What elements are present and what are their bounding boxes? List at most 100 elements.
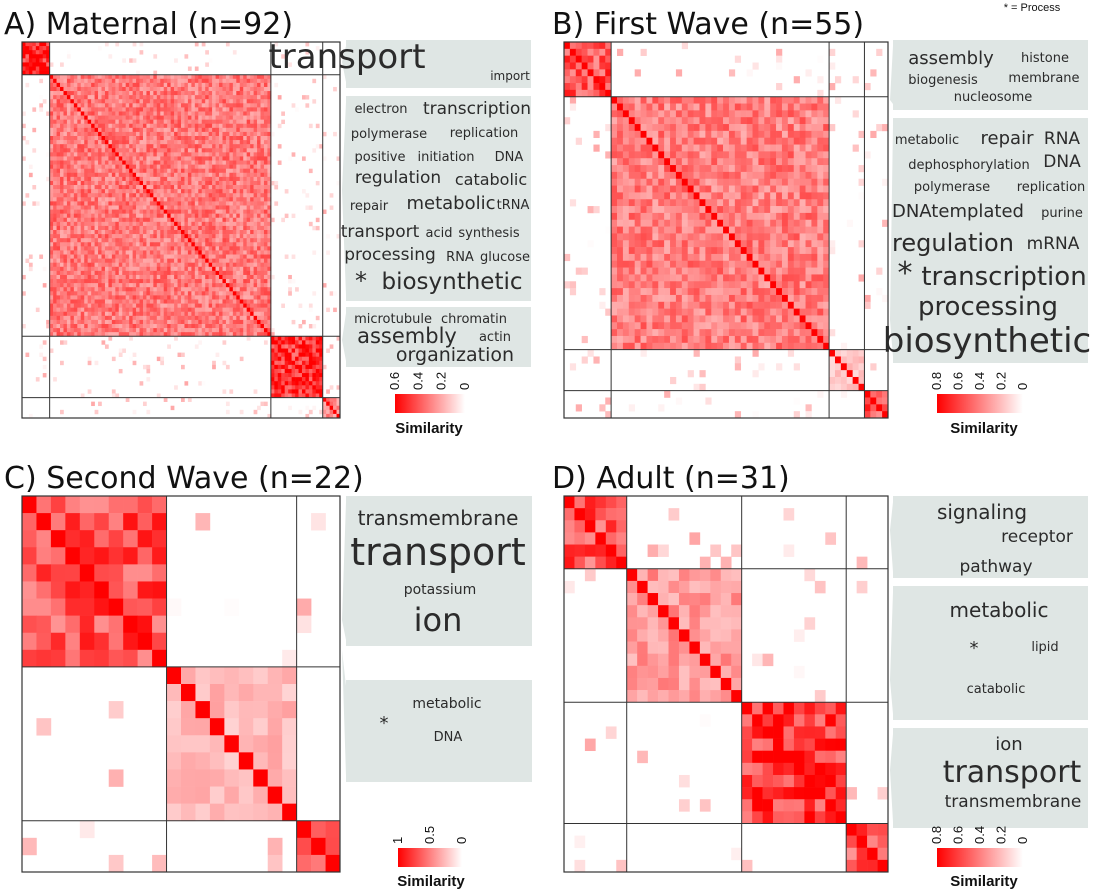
heatmap-cell <box>70 148 75 153</box>
heatmap-cell <box>156 74 161 80</box>
heatmap-cell <box>101 295 106 300</box>
heatmap-cell <box>628 110 635 118</box>
heatmap-cell <box>246 328 251 333</box>
heatmap-cell <box>634 117 641 125</box>
heatmap-cell <box>723 96 730 104</box>
heatmap-cell <box>184 115 189 120</box>
heatmap-cell <box>129 246 133 251</box>
heatmap-cell <box>49 279 54 284</box>
heatmap-cell <box>163 111 168 116</box>
heatmap-cell <box>118 221 123 227</box>
heatmap-cell <box>156 303 161 308</box>
heatmap-cell <box>73 254 78 259</box>
heatmap-cell <box>98 123 102 129</box>
heatmap-cell <box>49 197 54 202</box>
heatmap-cell <box>129 274 133 280</box>
colorbar-tick: 0.2 <box>434 372 449 390</box>
heatmap-cell <box>108 119 113 125</box>
heatmap-cell <box>149 279 154 284</box>
heatmap-cell <box>28 254 33 259</box>
heatmap-cell <box>156 148 161 153</box>
heatmap-cell <box>35 62 40 67</box>
heatmap-cell <box>187 315 192 321</box>
heatmap-cell <box>111 246 116 251</box>
heatmap-cell <box>87 360 92 366</box>
heatmap-cell <box>215 111 220 116</box>
heatmap-cell <box>617 96 624 104</box>
heatmap-cell <box>705 110 712 118</box>
heatmap-cell <box>142 315 147 321</box>
heatmap-cell <box>101 230 106 235</box>
heatmap-cell <box>91 328 95 333</box>
heatmap-cell <box>136 172 140 178</box>
heatmap-cell <box>66 131 71 137</box>
heatmap-cell <box>728 103 736 111</box>
heatmap-cell <box>122 225 126 231</box>
heatmap-cell <box>118 254 123 259</box>
heatmap-cell <box>115 246 120 251</box>
heatmap-cell <box>70 91 75 96</box>
heatmap-cell <box>205 148 209 153</box>
heatmap-cell <box>295 344 299 349</box>
heatmap-cell <box>39 107 44 112</box>
heatmap-cell <box>312 373 317 378</box>
heatmap-cell <box>232 115 237 120</box>
heatmap-cell <box>156 180 161 186</box>
heatmap-cell <box>108 209 113 214</box>
heatmap-cell <box>263 123 268 129</box>
heatmap-cell <box>236 119 241 125</box>
heatmap-cell <box>160 148 165 153</box>
heatmap-cell <box>70 123 75 129</box>
heatmap-cell <box>170 209 175 214</box>
heatmap-cell <box>267 205 272 210</box>
heatmap-cell <box>246 315 251 321</box>
heatmap-cell <box>111 250 116 255</box>
heatmap-cell <box>236 209 241 214</box>
heatmap-cell <box>98 189 102 194</box>
panel-title: A) Maternal (n=92) <box>4 7 293 42</box>
heatmap-cell <box>84 250 88 255</box>
heatmap-cell <box>250 291 254 296</box>
heatmap-cell <box>205 258 209 263</box>
heatmap-cell <box>181 303 185 308</box>
heatmap-cell <box>219 287 223 292</box>
heatmap-cell <box>305 340 310 345</box>
heatmap-cell <box>263 148 268 153</box>
heatmap-cell <box>63 172 68 178</box>
heatmap-cell <box>56 136 61 141</box>
heatmap-cell <box>104 258 109 263</box>
heatmap-cell <box>60 262 64 268</box>
heatmap-cell <box>80 168 85 174</box>
heatmap-cell <box>640 96 647 104</box>
heatmap-cell <box>118 205 123 210</box>
heatmap-cell <box>198 168 203 174</box>
heatmap-cell <box>260 250 265 255</box>
heatmap-cell <box>329 397 334 402</box>
heatmap-cell <box>156 168 161 174</box>
heatmap-cell <box>232 332 237 337</box>
heatmap-cell <box>191 111 196 116</box>
heatmap-cell <box>53 99 57 104</box>
heatmap-cell <box>212 152 216 157</box>
heatmap-cell <box>73 299 78 304</box>
heatmap-cell <box>153 119 158 125</box>
heatmap-cell <box>253 262 258 268</box>
heatmap-cell <box>73 197 78 202</box>
heatmap-cell <box>194 234 199 239</box>
heatmap-cell <box>740 124 747 132</box>
heatmap-cell <box>111 328 116 333</box>
heatmap-cell <box>94 123 99 129</box>
heatmap-cell <box>139 283 144 288</box>
heatmap-cell <box>73 205 78 210</box>
heatmap-cell <box>222 221 227 227</box>
heatmap-cell <box>236 103 241 108</box>
heatmap-cell <box>177 274 182 280</box>
heatmap-cell <box>111 148 116 153</box>
heatmap-cell <box>205 315 209 321</box>
heatmap-cell <box>129 291 133 296</box>
heatmap-cell <box>91 254 95 259</box>
heatmap-cell <box>229 221 234 227</box>
heatmap-cell <box>53 193 57 198</box>
heatmap-cell <box>118 279 123 284</box>
heatmap-cell <box>28 164 33 169</box>
